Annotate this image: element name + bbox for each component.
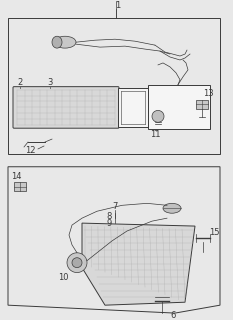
Polygon shape [82,223,195,305]
FancyBboxPatch shape [13,87,119,128]
Text: 8: 8 [106,212,112,221]
Text: 3: 3 [47,78,53,87]
Text: 14: 14 [11,172,21,181]
Text: 10: 10 [58,273,68,282]
FancyBboxPatch shape [148,85,210,129]
FancyBboxPatch shape [118,88,148,127]
Text: 6: 6 [170,311,176,320]
Text: 11: 11 [150,130,160,139]
Ellipse shape [54,36,76,48]
FancyBboxPatch shape [196,100,208,109]
Ellipse shape [52,36,62,48]
Text: 15: 15 [209,228,219,237]
FancyBboxPatch shape [8,19,220,154]
Ellipse shape [163,203,181,213]
Text: 12: 12 [25,147,35,156]
Circle shape [72,258,82,268]
Polygon shape [8,167,220,313]
Text: 9: 9 [106,219,112,228]
Circle shape [67,253,87,273]
Circle shape [152,110,164,122]
Text: 2: 2 [17,78,23,87]
Text: 13: 13 [203,89,213,98]
FancyBboxPatch shape [14,181,26,191]
Text: 1: 1 [115,1,121,10]
Text: 7: 7 [112,202,118,211]
